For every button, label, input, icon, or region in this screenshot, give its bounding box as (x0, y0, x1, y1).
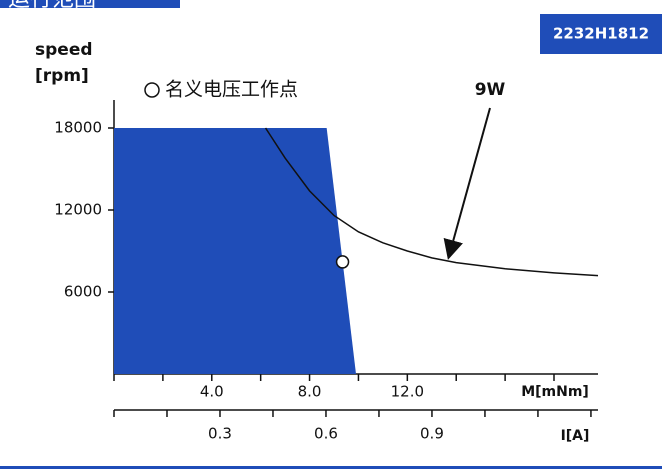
legend-marker (144, 82, 160, 98)
model-box (540, 14, 662, 54)
x-tick-label: 12.0 (391, 383, 424, 401)
operating-point (335, 255, 350, 269)
bottom-rule (0, 466, 662, 469)
page-title: 运行范围 (8, 0, 96, 12)
y-label: [rpm] (35, 66, 89, 86)
power-curve (264, 127, 599, 277)
x2-tick-label: 0.3 (208, 425, 232, 443)
y-tick-label: 12000 (54, 201, 102, 219)
y-label: speed (35, 40, 93, 60)
y-tick-label: 18000 (54, 119, 102, 137)
annotation-arrow (443, 107, 491, 260)
model-label: 2232H1812 (553, 25, 649, 43)
series-annotation: 9W (475, 80, 506, 100)
y-tick-label: 6000 (64, 283, 102, 301)
operating-region (114, 128, 356, 374)
x-label: M[mNm] (521, 384, 589, 400)
x2-tick-label: 0.6 (314, 425, 338, 443)
legend-label: 名义电压工作点 (165, 79, 298, 101)
x-tick-label: 4.0 (200, 383, 224, 401)
header-bar (0, 0, 180, 8)
x2-label: I[A] (561, 428, 590, 444)
x-tick-label: 8.0 (298, 383, 322, 401)
x2-tick-label: 0.9 (420, 425, 444, 443)
